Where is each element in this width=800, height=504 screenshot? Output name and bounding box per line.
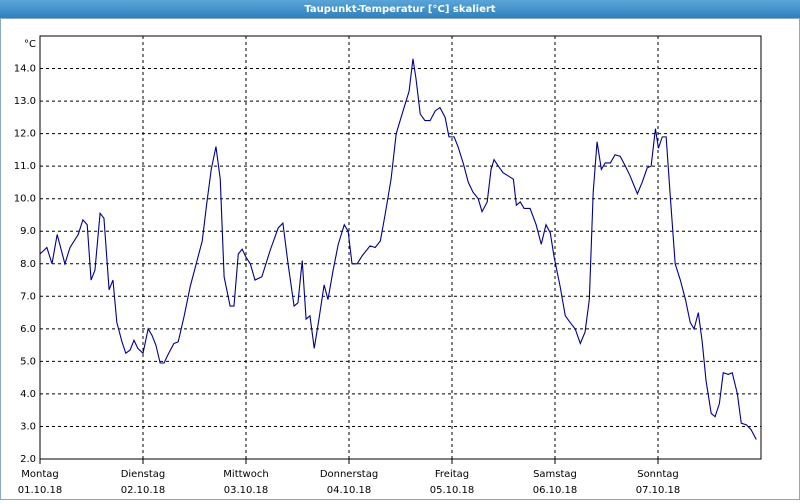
x-tick-date: 07.10.18 xyxy=(636,485,681,496)
y-tick-label: 4.0 xyxy=(20,389,36,400)
y-tick-label: 8.0 xyxy=(20,259,36,270)
y-tick-label: 12.0 xyxy=(14,129,36,140)
y-tick-label: 14.0 xyxy=(14,64,36,75)
line-series xyxy=(39,58,757,440)
y-tick-label: 13.0 xyxy=(14,96,36,107)
x-tick-date: 03.10.18 xyxy=(224,485,269,496)
x-tick-date: 04.10.18 xyxy=(327,485,372,496)
y-tick-label: 7.0 xyxy=(20,291,36,302)
y-tick-label: 11.0 xyxy=(14,161,36,172)
frame xyxy=(0,18,800,500)
x-tick-date: 01.10.18 xyxy=(18,485,63,496)
x-tick-label: Sonntag xyxy=(637,469,679,480)
x-tick-label: Montag xyxy=(21,469,58,480)
x-tick-date: 02.10.18 xyxy=(121,485,166,496)
y-tick-label: 5.0 xyxy=(20,356,36,367)
x-tick-date: 05.10.18 xyxy=(430,485,475,496)
y-unit: °C xyxy=(24,39,36,50)
y-tick-label: 9.0 xyxy=(20,226,36,237)
plot-border xyxy=(39,35,762,460)
y-tick-label: 2.0 xyxy=(20,454,36,465)
y-tick-label: 6.0 xyxy=(20,324,36,335)
y-tick-label: 3.0 xyxy=(20,421,36,432)
x-tick-label: Dienstag xyxy=(121,469,166,480)
x-tick-label: Samstag xyxy=(533,469,577,480)
x-tick-label: Freitag xyxy=(435,469,469,480)
title-bar xyxy=(0,0,800,18)
y-tick-label: 10.0 xyxy=(14,194,36,205)
x-tick-label: Mittwoch xyxy=(223,469,268,480)
chart-title: Taupunkt-Temperatur [°C] skaliert xyxy=(304,4,495,15)
x-tick-label: Donnerstag xyxy=(320,469,378,480)
x-tick-date: 06.10.18 xyxy=(533,485,578,496)
